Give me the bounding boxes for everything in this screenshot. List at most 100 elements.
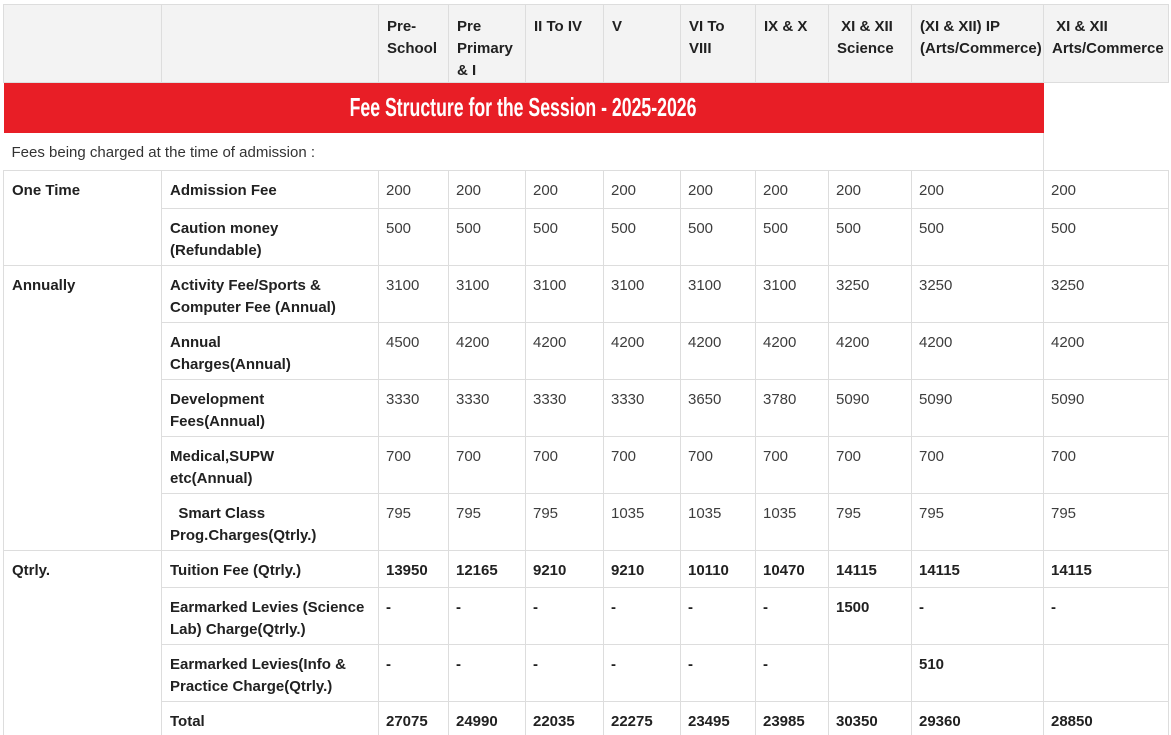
fee-label-cell: Smart Class Prog.Charges(Qtrly.) bbox=[161, 493, 379, 551]
fee-value-cell: 9210 bbox=[603, 550, 681, 588]
table-body: One Time Admission Fee 200 200 200 200 200 200 2… bbox=[3, 170, 1169, 735]
fee-value-cell: 3330 bbox=[378, 379, 449, 437]
fee-value-cell: - bbox=[911, 587, 1044, 645]
table-row: Earmarked Levies (Science Lab) Charge(Qt… bbox=[4, 587, 1169, 645]
fee-value-cell: 500 bbox=[603, 208, 681, 266]
fee-value-cell: 5090 bbox=[828, 379, 912, 437]
column-header: XI & XII Arts/Commerce bbox=[1043, 4, 1169, 83]
fee-value-cell: 3250 bbox=[1043, 265, 1169, 323]
fee-value-cell: 3650 bbox=[680, 379, 756, 437]
fee-value-cell: - bbox=[378, 587, 449, 645]
subtitle-row: Fees being charged at the time of admiss… bbox=[4, 132, 1169, 171]
fee-value-cell: 4200 bbox=[448, 322, 526, 380]
table-header: Pre- School Pre Primary & I II To IV V VI To… bbox=[3, 4, 1169, 83]
fee-value-cell: 4200 bbox=[603, 322, 681, 380]
fee-value-cell: 700 bbox=[525, 436, 604, 494]
table-row: Development Fees(Annual) 3330 3330 3330 3330… bbox=[4, 379, 1169, 437]
fee-value-cell: 3780 bbox=[755, 379, 829, 437]
fee-value-cell: - bbox=[755, 644, 829, 702]
fee-value-cell: - bbox=[378, 644, 449, 702]
banner-row: Fee Structure for the Session - 2025-202… bbox=[3, 82, 1169, 133]
fee-value-cell: - bbox=[603, 644, 681, 702]
fee-value-cell: 200 bbox=[603, 170, 681, 209]
fee-value-cell: - bbox=[448, 644, 526, 702]
fee-value-cell: 3100 bbox=[603, 265, 681, 323]
fee-value-cell: 795 bbox=[448, 493, 526, 551]
fee-value-cell: 14115 bbox=[1043, 550, 1169, 588]
fee-value-cell: 3250 bbox=[911, 265, 1044, 323]
fee-value-cell: 3330 bbox=[525, 379, 604, 437]
fee-value-cell: 4200 bbox=[755, 322, 829, 380]
fee-value-cell: 4500 bbox=[378, 322, 449, 380]
fee-label-cell: Medical,SUPW etc(Annual) bbox=[161, 436, 379, 494]
fee-label-cell: Development Fees(Annual) bbox=[161, 379, 379, 437]
fee-value-cell: 200 bbox=[378, 170, 449, 209]
fee-value-cell: 200 bbox=[680, 170, 756, 209]
fee-value-cell bbox=[828, 644, 912, 702]
fee-value-cell: 200 bbox=[911, 170, 1044, 209]
fee-value-cell: 4200 bbox=[680, 322, 756, 380]
fee-value-cell: - bbox=[525, 587, 604, 645]
fee-value-cell: 4200 bbox=[1043, 322, 1169, 380]
fee-value-cell: 3100 bbox=[525, 265, 604, 323]
table-row: Total 27075 24990 22035 22275 23495 23985 30350… bbox=[4, 701, 1169, 735]
fee-value-cell: - bbox=[680, 644, 756, 702]
fee-value-cell: 500 bbox=[828, 208, 912, 266]
fee-value-cell: 200 bbox=[1043, 170, 1169, 209]
subtitle-blank-cell bbox=[1043, 132, 1169, 171]
fee-label-cell: Admission Fee bbox=[161, 170, 379, 209]
fee-value-cell: 200 bbox=[448, 170, 526, 209]
fee-value-cell: 4200 bbox=[828, 322, 912, 380]
fee-value-cell: 10470 bbox=[755, 550, 829, 588]
fee-value-cell: 500 bbox=[448, 208, 526, 266]
fee-value-cell: 14115 bbox=[828, 550, 912, 588]
fee-value-cell: 29360 bbox=[911, 701, 1044, 735]
column-header: (XI & XII) IP (Arts/Commerce) bbox=[911, 4, 1044, 83]
fee-value-cell: 3100 bbox=[378, 265, 449, 323]
fee-value-cell: 500 bbox=[680, 208, 756, 266]
fee-value-cell: 1035 bbox=[755, 493, 829, 551]
fee-group-cell: One Time bbox=[3, 170, 162, 266]
fee-value-cell: 10110 bbox=[680, 550, 756, 588]
column-header: II To IV bbox=[525, 4, 604, 83]
fee-value-cell: 28850 bbox=[1043, 701, 1169, 735]
fee-value-cell: - bbox=[603, 587, 681, 645]
fee-value-cell: 700 bbox=[448, 436, 526, 494]
fee-value-cell: 24990 bbox=[448, 701, 526, 735]
column-header: Pre- School bbox=[378, 4, 449, 83]
fee-label-cell: Earmarked Levies(Info & Practice Charge(… bbox=[161, 644, 379, 702]
fee-value-cell: 700 bbox=[378, 436, 449, 494]
column-header: VI To VIII bbox=[680, 4, 756, 83]
fee-label-cell: Total bbox=[161, 701, 379, 735]
fee-value-cell: 1500 bbox=[828, 587, 912, 645]
fee-group-cell: Annually bbox=[3, 265, 162, 551]
subtitle: Fees being charged at the time of admiss… bbox=[11, 143, 316, 161]
fee-value-cell: - bbox=[1043, 587, 1169, 645]
fee-value-cell: 700 bbox=[1043, 436, 1169, 494]
fee-value-cell: 500 bbox=[755, 208, 829, 266]
table-row: Medical,SUPW etc(Annual) 700 700 700 700 700 7… bbox=[4, 436, 1169, 494]
fee-structure-page: Fee Structure for the Session - 2025-202… bbox=[3, 4, 1171, 735]
column-header: XI & XII Science bbox=[828, 4, 912, 83]
fee-value-cell: 795 bbox=[1043, 493, 1169, 551]
fee-value-cell: 3100 bbox=[755, 265, 829, 323]
fee-value-cell: - bbox=[680, 587, 756, 645]
table-row: Annually Activity Fee/Sports & Computer F… bbox=[3, 265, 1169, 551]
table-row: Qtrly. Tuition Fee (Qtrly.) 13950 12165 9210… bbox=[3, 550, 1169, 735]
table-row: Earmarked Levies(Info & Practice Charge(… bbox=[4, 644, 1169, 702]
fee-value-cell: 9210 bbox=[525, 550, 604, 588]
page-title: Fee Structure for the Session - 2025-202… bbox=[350, 92, 697, 123]
fee-label-cell: Activity Fee/Sports & Computer Fee (Annu… bbox=[161, 265, 379, 323]
corner-cell bbox=[3, 4, 162, 83]
fee-value-cell: 23985 bbox=[755, 701, 829, 735]
fee-value-cell: 510 bbox=[911, 644, 1044, 702]
fee-value-cell: 795 bbox=[911, 493, 1044, 551]
fee-value-cell: 3250 bbox=[828, 265, 912, 323]
fee-value-cell: - bbox=[525, 644, 604, 702]
table-header-row: Pre- School Pre Primary & I II To IV V VI To… bbox=[3, 4, 1169, 83]
fee-value-cell: 14115 bbox=[911, 550, 1044, 588]
fee-value-cell: 12165 bbox=[448, 550, 526, 588]
fee-value-cell: 200 bbox=[755, 170, 829, 209]
fee-value-cell: 13950 bbox=[378, 550, 449, 588]
fee-value-cell: 1035 bbox=[603, 493, 681, 551]
